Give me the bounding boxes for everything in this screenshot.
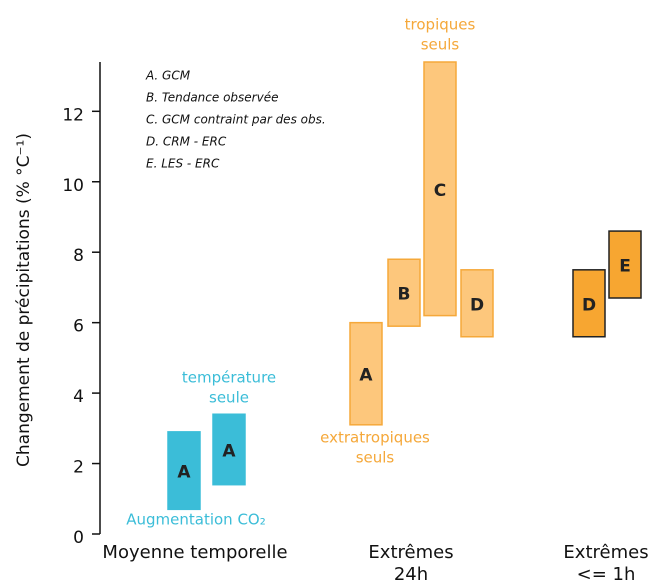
bar-label: A — [177, 463, 191, 483]
legend-entry: A. GCM — [145, 69, 191, 83]
range-bar — [608, 230, 642, 299]
bar-label: E — [619, 257, 631, 277]
y-tick-label: 2 — [73, 458, 84, 478]
bar-label: C — [434, 181, 446, 201]
y-tick-label: 8 — [73, 246, 84, 266]
range-bar — [212, 413, 246, 486]
y-tick-label: 12 — [62, 105, 84, 125]
x-tick-label: Extrêmes — [563, 542, 648, 563]
annotation: seuls — [356, 449, 395, 467]
range-bar — [387, 258, 421, 327]
y-tick-label: 6 — [73, 317, 84, 337]
annotation: seuls — [421, 36, 460, 54]
x-tick-label: 24h — [394, 564, 428, 585]
y-tick-label: 0 — [73, 528, 84, 548]
x-tick-label: <= 1h — [577, 564, 636, 585]
annotation: Augmentation CO₂ — [126, 511, 266, 529]
legend-entry: B. Tendance observée — [146, 91, 278, 105]
x-tick-label: Extrêmes — [368, 542, 453, 563]
range-bar — [167, 431, 201, 511]
annotation: température — [182, 369, 276, 387]
bar-label: D — [582, 295, 596, 315]
y-axis-label: Changement de précipitations (% °C⁻¹) — [14, 133, 34, 467]
annotation: tropiques — [405, 16, 476, 34]
range-bar — [423, 61, 457, 317]
range-bar — [572, 269, 606, 338]
legend-entry: E. LES - ERC — [146, 157, 220, 171]
bar-label: A — [359, 366, 373, 386]
legend-entry: D. CRM - ERC — [146, 135, 227, 149]
range-bar — [460, 269, 494, 338]
x-tick-label: Moyenne temporelle — [102, 542, 287, 563]
y-tick-label: 10 — [62, 176, 84, 196]
bar-label: A — [222, 441, 236, 461]
bar-label: D — [470, 295, 484, 315]
annotation: seule — [209, 389, 249, 407]
y-tick-label: 4 — [73, 387, 84, 407]
range-bar — [349, 321, 383, 426]
legend-entry: C. GCM contraint par des obs. — [146, 113, 326, 127]
bar-label: B — [398, 285, 411, 305]
annotation: extratropiques — [320, 429, 430, 447]
